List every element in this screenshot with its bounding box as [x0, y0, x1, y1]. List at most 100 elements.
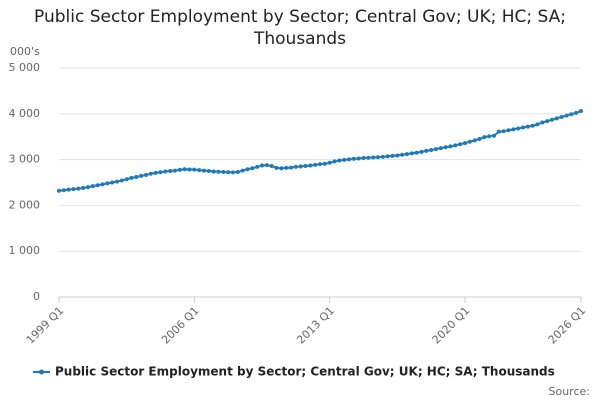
- data-point: [579, 109, 583, 114]
- data-point: [342, 157, 347, 162]
- data-point: [192, 167, 197, 172]
- data-point: [337, 158, 342, 163]
- data-point: [487, 134, 492, 139]
- data-point: [356, 156, 361, 161]
- data-point: [293, 164, 298, 169]
- data-point: [327, 160, 332, 165]
- data-point: [76, 186, 81, 191]
- data-point: [139, 173, 144, 178]
- data-point: [245, 167, 250, 172]
- data-point: [443, 145, 448, 150]
- data-point: [472, 138, 477, 143]
- data-point: [240, 168, 245, 173]
- data-point: [380, 154, 385, 159]
- data-point: [206, 169, 211, 174]
- data-point: [129, 175, 134, 180]
- data-point: [366, 155, 371, 160]
- data-point: [385, 154, 390, 159]
- data-point: [530, 123, 535, 128]
- data-point: [289, 165, 293, 170]
- data-point: [540, 120, 545, 125]
- data-point: [434, 147, 438, 152]
- data-point: [86, 185, 90, 190]
- x-tick-label: 2026 Q1: [546, 304, 589, 347]
- data-point: [492, 133, 496, 138]
- x-tick-label: 2020 Q1: [430, 304, 473, 347]
- data-point: [477, 136, 482, 141]
- data-point: [197, 168, 202, 173]
- data-point: [226, 170, 231, 175]
- data-point: [322, 161, 327, 166]
- data-point: [235, 169, 240, 174]
- y-tick-label: 5 000: [9, 61, 41, 74]
- y-axis-title: 000's: [10, 45, 40, 58]
- data-point: [134, 175, 139, 180]
- data-point: [105, 181, 110, 186]
- data-point: [81, 185, 86, 190]
- data-point: [163, 169, 168, 174]
- data-point: [158, 170, 163, 175]
- data-point: [153, 170, 158, 175]
- x-tick-label: 2013 Q1: [294, 304, 337, 347]
- data-point: [535, 122, 540, 127]
- data-point: [308, 163, 313, 168]
- data-point: [274, 165, 279, 170]
- data-point: [182, 167, 187, 172]
- data-point: [124, 177, 129, 182]
- data-point: [187, 167, 192, 172]
- data-point: [279, 166, 284, 171]
- data-point: [550, 117, 554, 122]
- data-point: [511, 127, 516, 132]
- chart-title: Public Sector Employment by Sector; Cent…: [34, 7, 566, 49]
- data-point: [264, 163, 269, 168]
- data-point: [400, 152, 405, 157]
- data-point: [525, 124, 530, 129]
- data-point: [332, 159, 337, 164]
- data-point: [361, 155, 366, 160]
- data-point: [269, 164, 274, 169]
- data-point: [66, 187, 71, 192]
- data-point: [298, 164, 303, 169]
- data-point: [61, 188, 66, 193]
- data-point: [501, 129, 506, 134]
- data-point: [231, 170, 235, 175]
- data-point: [376, 155, 380, 160]
- data-point: [390, 153, 395, 158]
- data-point: [438, 146, 443, 151]
- data-point: [351, 156, 356, 161]
- data-point: [424, 148, 429, 153]
- data-point: [211, 169, 216, 174]
- data-point: [318, 162, 322, 167]
- data-point: [95, 183, 100, 188]
- data-point: [448, 144, 453, 149]
- data-point: [496, 129, 501, 134]
- data-point: [516, 126, 521, 131]
- y-tick-label: 2 000: [9, 198, 41, 211]
- data-point: [545, 119, 550, 124]
- data-point: [303, 164, 308, 169]
- data-point: [71, 187, 76, 192]
- data-point: [100, 182, 105, 187]
- data-point: [463, 141, 467, 146]
- data-point: [115, 179, 119, 184]
- data-point: [414, 150, 419, 155]
- data-point: [467, 139, 472, 144]
- data-point: [144, 172, 148, 177]
- data-point: [453, 143, 458, 148]
- data-point: [395, 153, 400, 158]
- data-point: [173, 168, 177, 173]
- y-tick-label: 0: [33, 290, 40, 303]
- data-point: [90, 184, 95, 189]
- x-tick-label: 2006 Q1: [159, 304, 202, 347]
- data-point: [216, 169, 221, 174]
- data-point: [110, 180, 115, 185]
- data-point: [409, 151, 414, 156]
- data-point: [168, 169, 173, 174]
- data-point: [419, 149, 424, 154]
- legend-marker: [39, 369, 44, 375]
- data-point: [506, 128, 511, 133]
- data-point: [574, 110, 579, 115]
- y-tick-label: 4 000: [9, 107, 41, 120]
